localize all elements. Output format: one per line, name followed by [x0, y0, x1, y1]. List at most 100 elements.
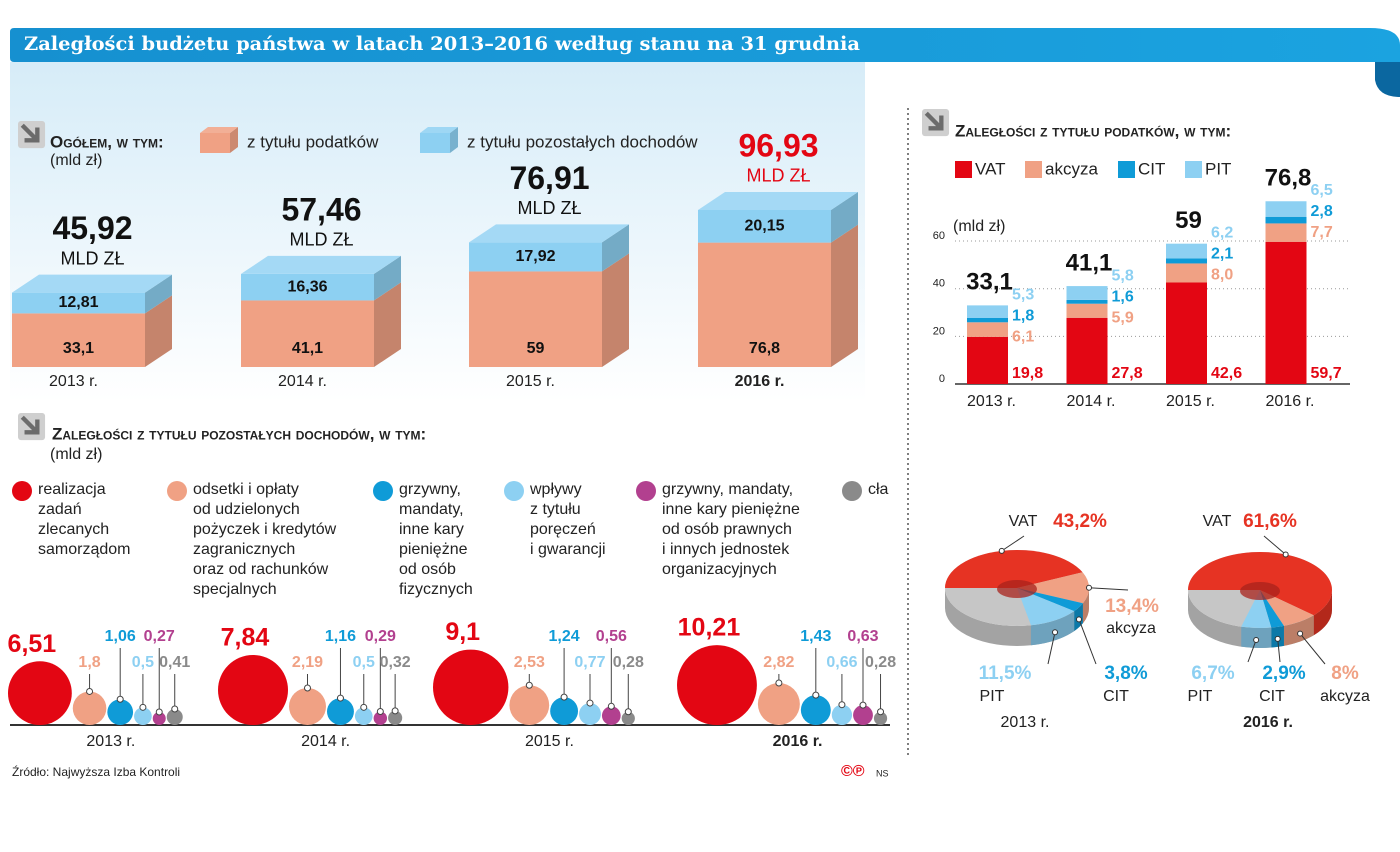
value-label: 1,06: [105, 628, 136, 645]
legend-dot: [167, 481, 187, 501]
bubble: [72, 691, 107, 725]
bar: [1265, 241, 1307, 384]
legend-label: z tytułu podatków: [247, 132, 379, 151]
leader-dot: [624, 708, 632, 716]
value-label: 5,8: [1112, 267, 1134, 284]
legend-label: grzywny, mandaty, inne kary pieniężne od osó…: [399, 481, 473, 598]
leader-dot: [1052, 629, 1059, 636]
bubble: [388, 710, 403, 726]
leader-dot: [116, 695, 124, 703]
leader-line: [1277, 638, 1281, 663]
leader-dot: [155, 708, 163, 716]
bubble: [509, 685, 550, 726]
total-unit: MLD ZŁ: [60, 248, 124, 268]
leader-dot: [139, 703, 147, 711]
pie-slice-side: [1283, 615, 1314, 646]
bubble: [677, 645, 757, 726]
source: Źródło: Najwyższa Izba Kontroli: [12, 764, 180, 779]
pie-value-label: 11,5%: [979, 663, 1032, 684]
value-label: 5,3: [1012, 286, 1034, 303]
bubble: [800, 695, 831, 725]
value-label: 2,1: [1211, 246, 1233, 263]
legend-label: realizacja zadań zlecanych samorządom: [38, 481, 130, 558]
total-label: 57,46: [281, 191, 361, 227]
pie-slice-side: [1082, 588, 1089, 624]
legend-dot: [504, 481, 524, 501]
bar-side: [831, 224, 858, 367]
leader-line: [1247, 639, 1257, 663]
section-icon: [922, 109, 949, 136]
leader-dot: [336, 694, 344, 702]
value-label: 0,77: [574, 654, 605, 671]
value-label: 1,43: [800, 628, 831, 645]
legend-swatch: [420, 133, 450, 153]
x-tick-label: 2015 r.: [525, 733, 574, 750]
total-label: 33,1: [966, 268, 1013, 295]
bar: [241, 300, 374, 367]
section-icon: [18, 413, 45, 440]
leader-line: [1001, 535, 1025, 552]
value-label: 27,8: [1112, 365, 1143, 382]
value-label: 1,8: [78, 654, 100, 671]
bubble: [757, 683, 800, 725]
value-label: 16,36: [287, 278, 327, 295]
value-label: 0,27: [144, 628, 175, 645]
value-label: 0,56: [596, 628, 627, 645]
bar-top: [469, 224, 629, 243]
bar: [967, 305, 1008, 319]
pie-category-label: akcyza: [1106, 620, 1156, 637]
value-label: 0,5: [132, 654, 154, 671]
total-label: 45,92: [52, 210, 132, 246]
value-label: 1,8: [1012, 307, 1034, 324]
legend-cube-top: [420, 127, 458, 133]
x-tick-label: 2013 r.: [967, 393, 1016, 410]
total-unit: MLD ZŁ: [289, 230, 353, 250]
value-label: 0,66: [826, 654, 857, 671]
bubble: [433, 649, 509, 725]
leader-dot: [1253, 636, 1260, 643]
total-unit: MLD ZŁ: [517, 198, 581, 218]
section-title: Zaległości z tytułu podatków, w tym:: [955, 121, 1231, 140]
section-title: Ogółem, w tym:: [50, 132, 164, 151]
bar-side: [145, 274, 172, 314]
leader-dot: [1085, 584, 1092, 591]
value-label: 2,19: [292, 654, 323, 671]
pie-category-label: CIT: [1259, 688, 1285, 705]
value-label: 2,53: [514, 654, 545, 671]
legend-cube-side: [230, 127, 238, 153]
legend-swatch: [1185, 161, 1202, 178]
value-label: 42,6: [1211, 365, 1242, 382]
leader-dot: [1282, 551, 1289, 558]
bar: [1066, 317, 1108, 384]
bar: [12, 292, 145, 314]
leader-dot: [360, 703, 368, 711]
x-tick-label: 2014 r.: [278, 373, 327, 390]
bar-side: [831, 191, 858, 243]
legend-label: VAT: [975, 159, 1006, 178]
bar-side: [602, 224, 629, 272]
value-label: 6,1: [1012, 328, 1034, 345]
x-tick-label: 2015 r.: [506, 373, 555, 390]
value-label: 59,7: [1311, 365, 1342, 382]
legend-dot: [12, 481, 32, 501]
bar: [967, 318, 1008, 323]
value-label: 0,63: [847, 628, 878, 645]
bubble: [218, 655, 288, 725]
total-unit: MLD ZŁ: [746, 166, 810, 186]
legend-swatch: [955, 161, 972, 178]
pie-year-label: 2016 r.: [1243, 714, 1293, 731]
bubble: [326, 698, 354, 726]
pie-value-label: 8%: [1331, 663, 1359, 684]
legend-label: odsetki i opłaty od udzielonych pożyczek i…: [193, 481, 337, 598]
pie-category-label: VAT: [1009, 513, 1038, 530]
y-tick-label: 20: [933, 325, 945, 337]
leader-dot: [775, 679, 783, 687]
bubble: [853, 705, 873, 725]
bubble: [152, 712, 166, 725]
value-label: 0,28: [613, 654, 644, 671]
unit-label: (mld zł): [953, 218, 1005, 235]
bar: [1166, 243, 1207, 259]
bubble: [134, 707, 152, 726]
leader-dot: [838, 701, 846, 709]
bar-side: [602, 253, 629, 367]
